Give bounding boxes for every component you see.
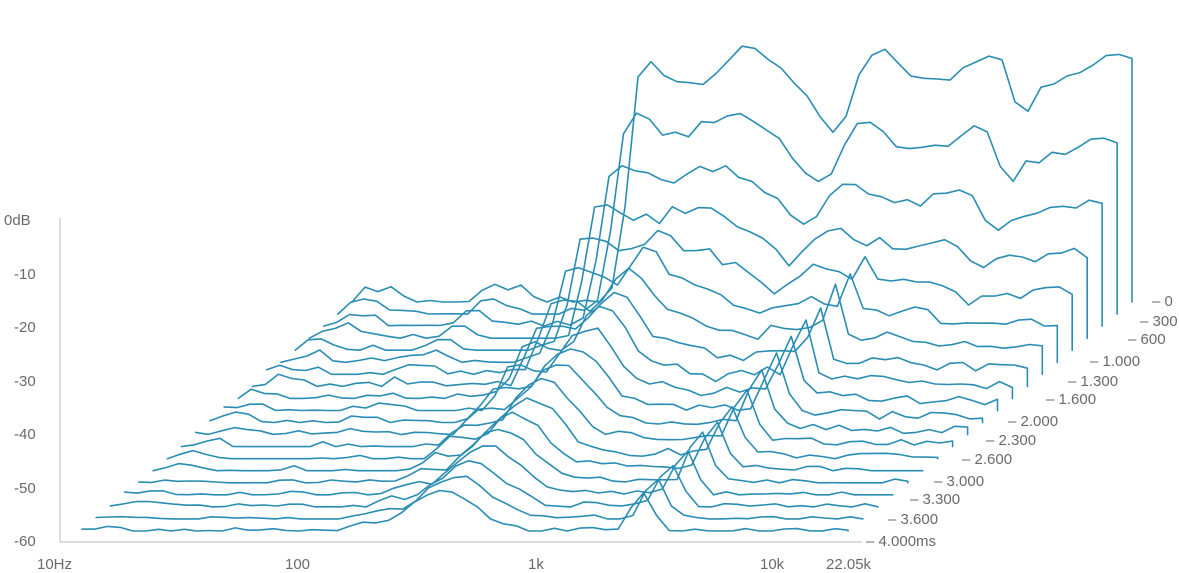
waterfall-slice xyxy=(265,267,1044,376)
waterfall-slice xyxy=(166,397,939,460)
y-tick-label: 0dB xyxy=(4,212,31,229)
waterfall-slice xyxy=(280,246,1059,364)
time-label: – 1.600 xyxy=(1046,391,1096,408)
time-label: – 0 xyxy=(1152,293,1173,310)
time-label: – 2.600 xyxy=(962,451,1012,468)
time-label: – 1.300 xyxy=(1068,373,1118,390)
waterfall-slice xyxy=(123,445,894,496)
waterfall-slice xyxy=(308,204,1088,340)
time-label: – 300 xyxy=(1140,313,1178,330)
x-tick-label: 100 xyxy=(285,556,310,573)
y-axis-ticks: 0dB -10 -20 -30 -40 -50 -60 xyxy=(4,212,36,550)
time-axis-labels: – 0 – 300 – 600 – 1.000 – 1.300 – 1.600 … xyxy=(866,293,1178,550)
waterfall-slice xyxy=(209,348,984,424)
time-label: – 2.000 xyxy=(1008,413,1058,430)
y-tick-label: -60 xyxy=(14,533,36,550)
x-tick-label: 22.05k xyxy=(826,556,872,573)
waterfall-slice xyxy=(180,377,954,448)
time-label: – 2.300 xyxy=(986,432,1036,449)
waterfall-slice xyxy=(109,459,879,508)
waterfall-slice xyxy=(223,327,999,412)
x-axis-ticks: 10Hz 100 1k 10k 22.05k xyxy=(37,556,872,573)
waterfall-slice xyxy=(294,229,1073,352)
waterfall-slice xyxy=(152,411,924,472)
y-tick-label: -20 xyxy=(14,319,36,336)
axes xyxy=(59,218,862,543)
waterfall-slice xyxy=(322,164,1103,327)
time-label: – 600 xyxy=(1128,331,1166,348)
waterfall-slice xyxy=(251,291,1029,388)
waterfall-slice xyxy=(95,475,864,520)
time-label: – 1.000 xyxy=(1090,353,1140,370)
waterfall-slice xyxy=(81,489,849,532)
y-tick-label: -50 xyxy=(14,480,36,497)
y-tick-label: -40 xyxy=(14,426,36,443)
x-tick-label: 10k xyxy=(760,556,785,573)
waterfall-slice xyxy=(194,364,969,436)
waterfall-slice xyxy=(336,112,1118,315)
time-label: – 3.000 xyxy=(934,473,984,490)
waterfall-slice xyxy=(138,428,909,484)
x-tick-label: 10Hz xyxy=(37,556,72,573)
y-tick-label: -10 xyxy=(14,266,36,283)
waterfall-curves xyxy=(81,45,1133,532)
time-label: – 3.600 xyxy=(888,511,938,528)
y-tick-label: -30 xyxy=(14,373,36,390)
x-tick-label: 1k xyxy=(528,556,544,573)
time-label: – 4.000ms xyxy=(866,533,936,550)
waterfall-slice xyxy=(351,45,1133,303)
time-label: – 3.300 xyxy=(910,491,960,508)
waterfall-slice xyxy=(237,305,1014,400)
